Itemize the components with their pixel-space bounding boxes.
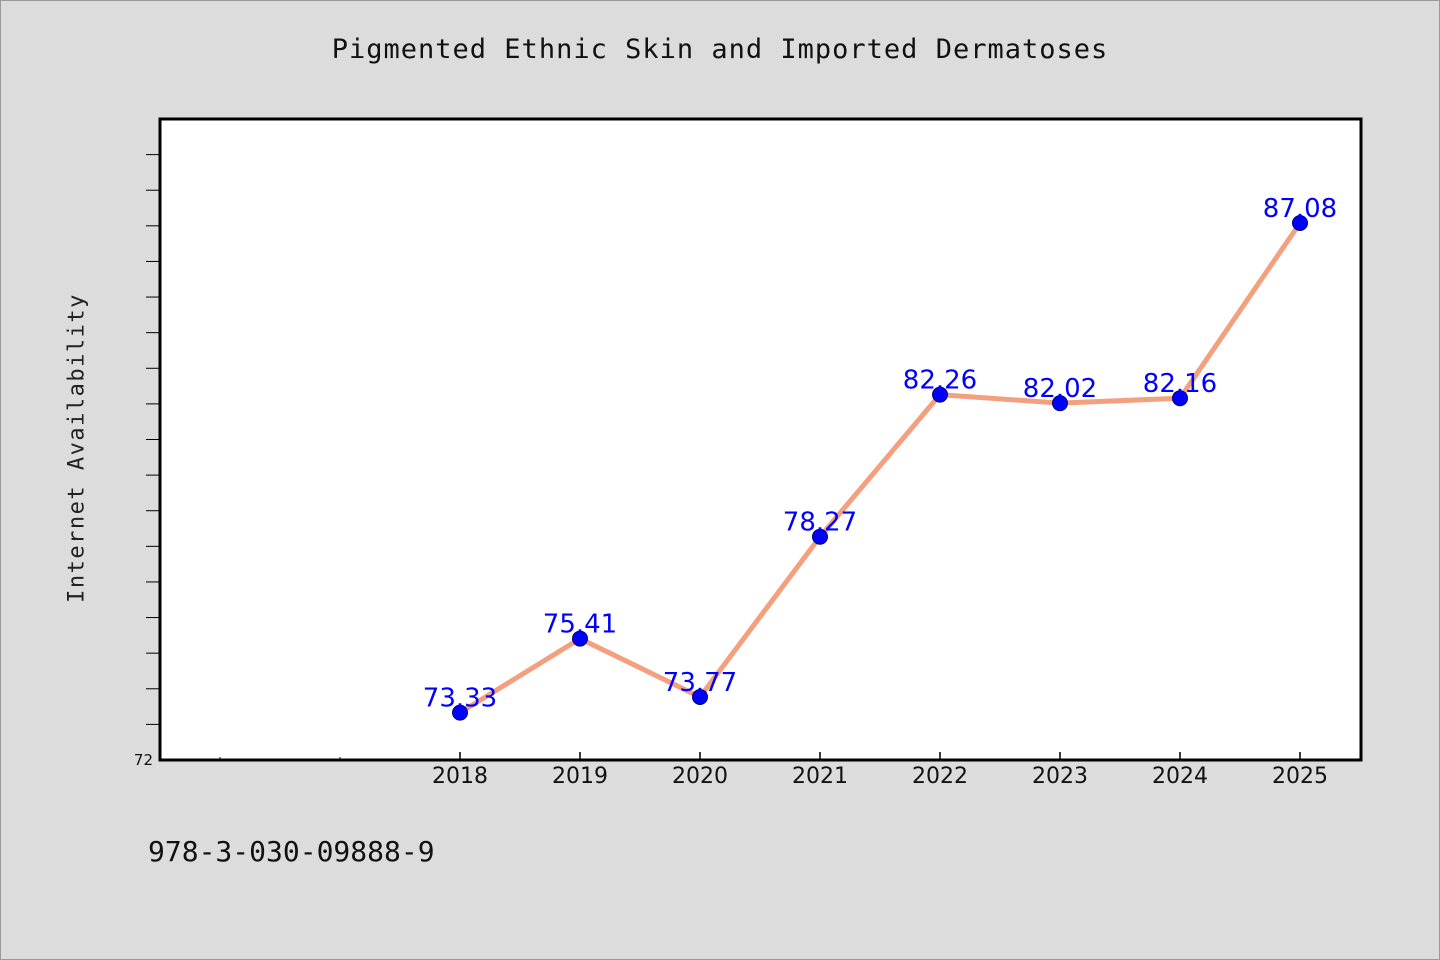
series-group [452,214,1308,721]
x-tick-label: 2020 [672,764,728,789]
x-tick-label: 2022 [912,764,968,789]
x-tick-label: 2021 [792,764,848,789]
data-label: 82.16 [1143,369,1217,399]
data-labels: 73.33 75.41 73.77 78.27 82.26 82.02 82.16 87.08 [423,194,1337,714]
x-tick-label: 2025 [1272,764,1328,789]
data-point [1052,395,1068,412]
x-tick-label: 2023 [1032,764,1088,789]
data-label: 78.27 [783,508,857,538]
y-axis-ticks: 72 [134,154,160,769]
data-label: 75.41 [543,610,617,640]
data-point [932,386,948,403]
y-tick-label: 72 [134,751,153,769]
data-label: 82.02 [1023,374,1097,404]
chart-title: Pigmented Ethnic Skin and Imported Derma… [331,34,1109,65]
data-label: 73.77 [663,668,737,698]
x-axis-ticks: 2018 2019 2020 2021 2022 2023 2024 2025 [219,752,1328,789]
series-line [457,220,1303,716]
data-point [572,630,588,647]
data-label: 87.08 [1263,194,1337,224]
x-tick-label: 2018 [432,764,488,789]
isbn-text: 978-3-030-09888-9 [148,835,435,868]
data-label: 82.26 [903,366,977,396]
data-point [812,528,828,545]
data-point [452,704,468,721]
data-point [1172,390,1188,407]
plot-area [158,117,1363,762]
data-point [692,688,708,705]
x-tick-label: 2019 [552,764,608,789]
x-tick-label: 2024 [1152,764,1208,789]
data-point [1292,214,1308,231]
data-label: 73.33 [423,684,497,714]
